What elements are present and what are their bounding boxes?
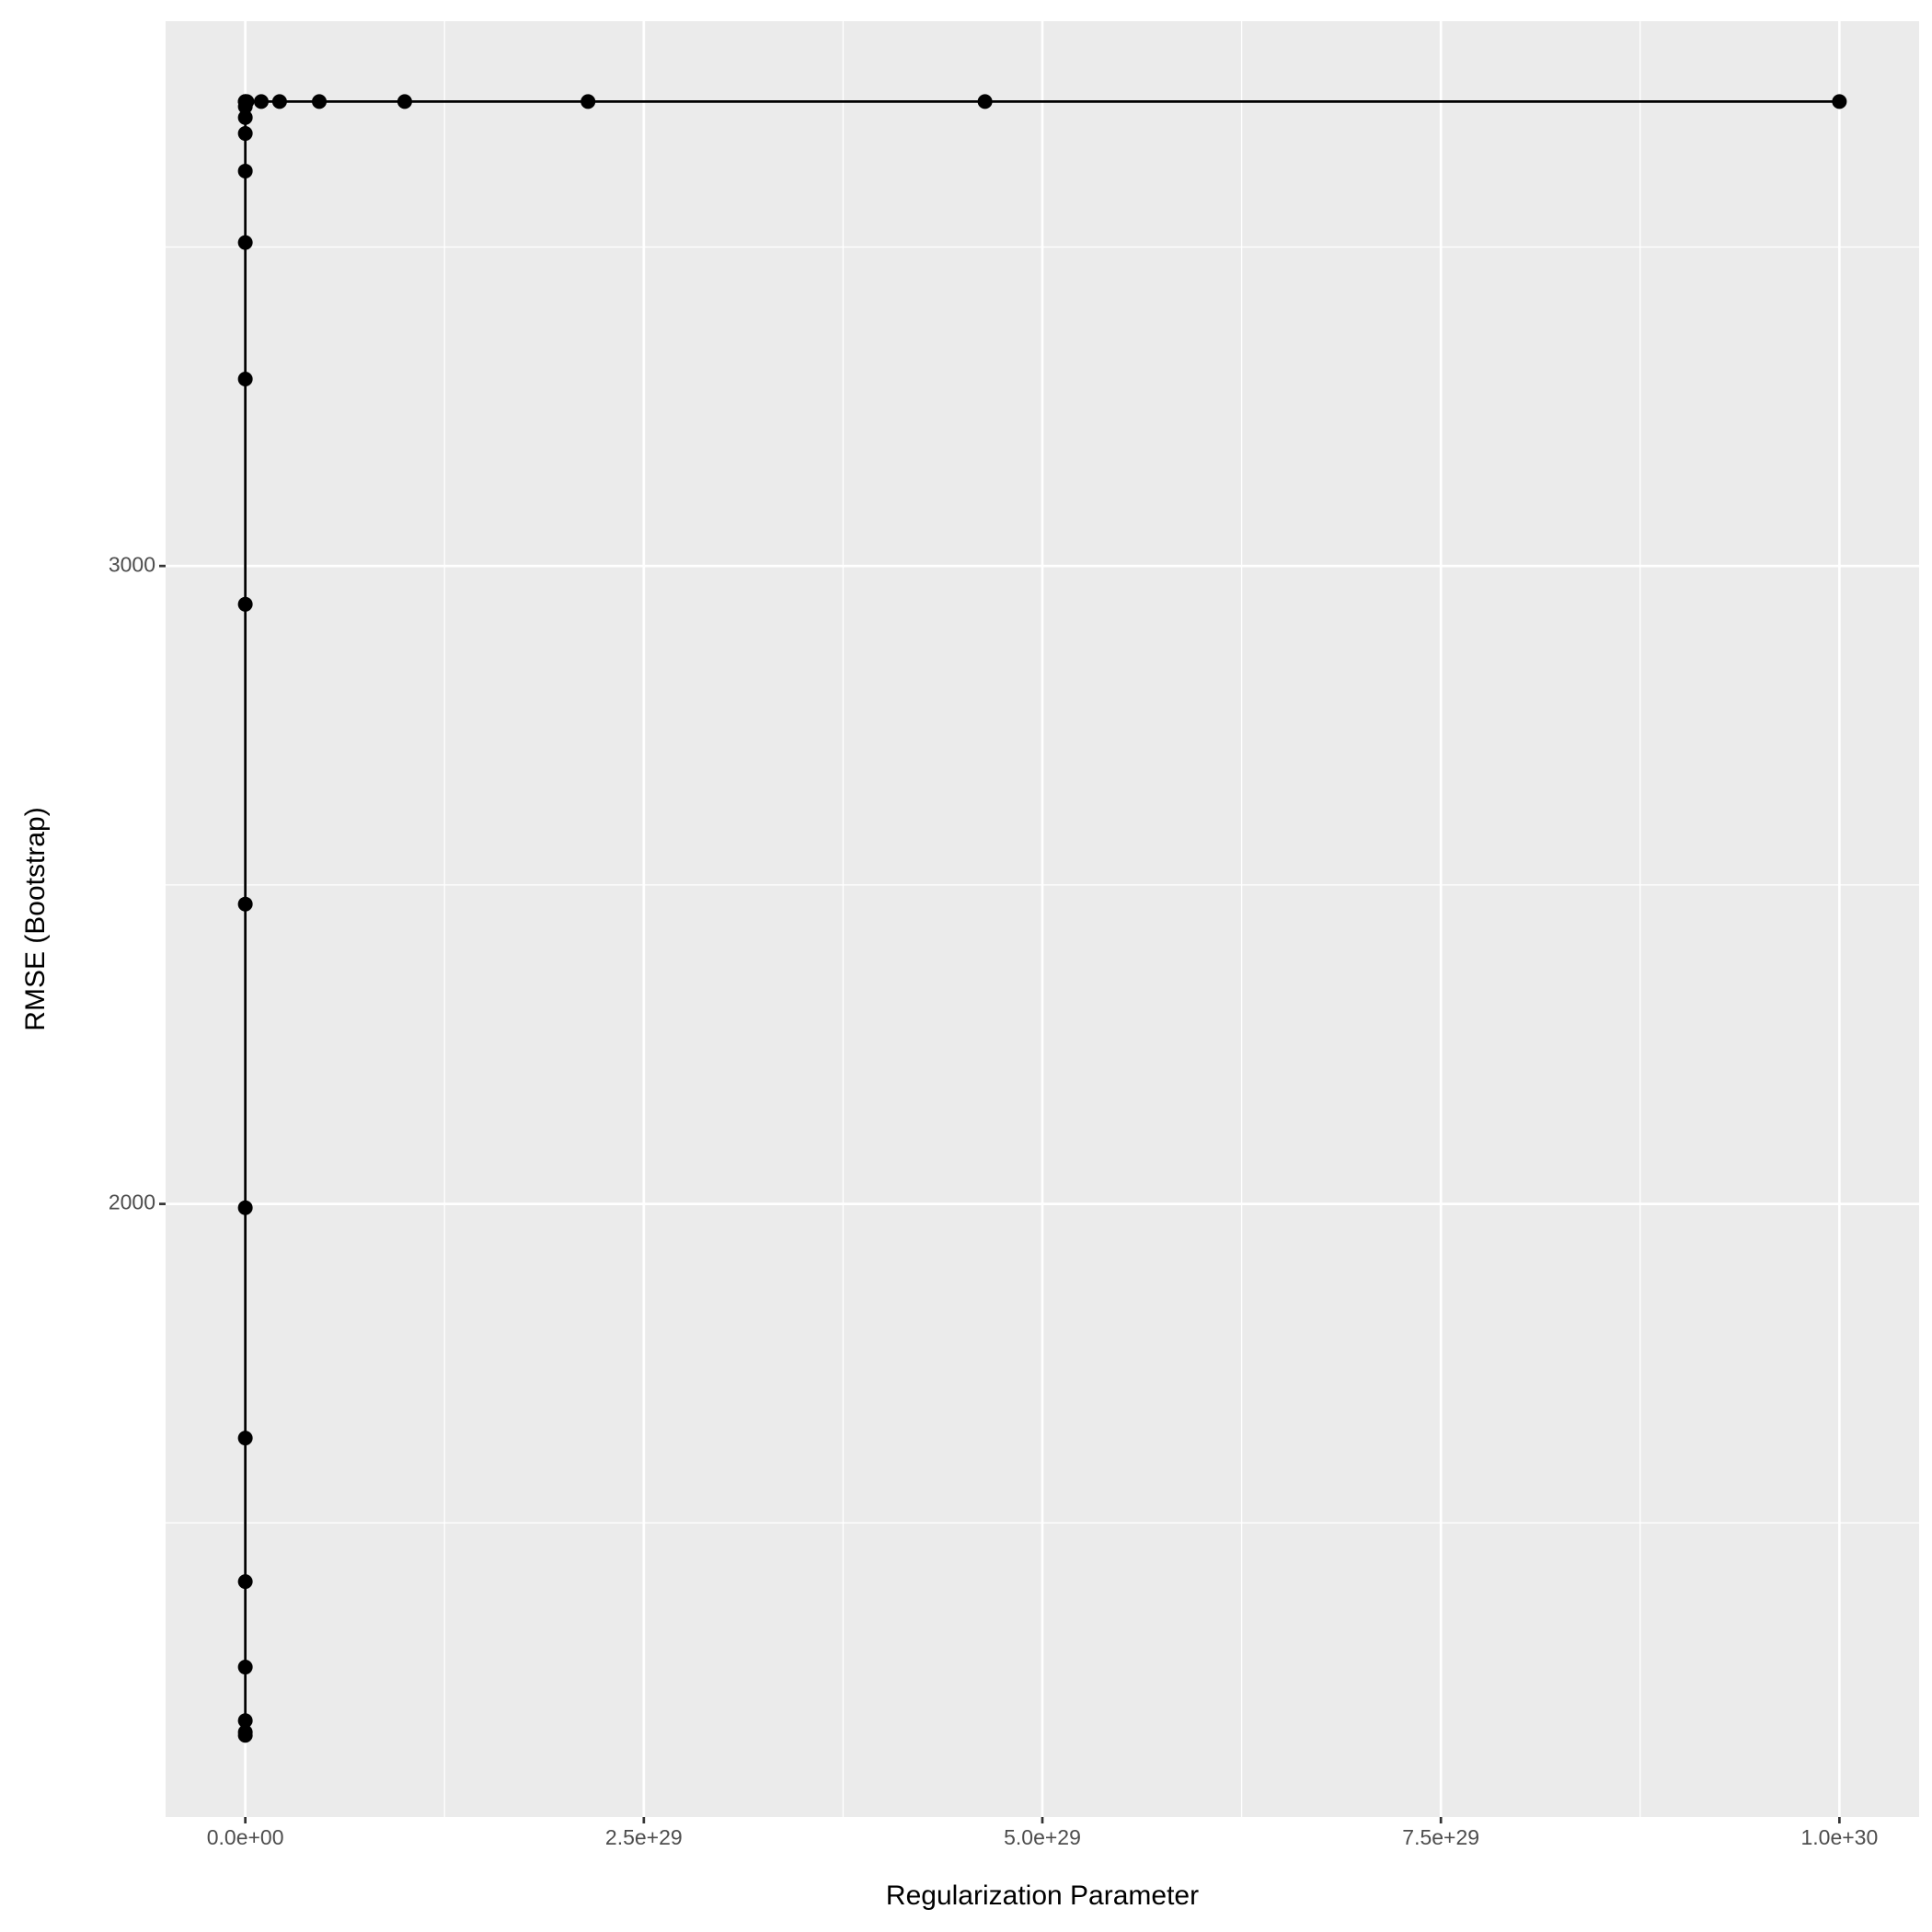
x-tick-label: 2.5e+29 bbox=[605, 1825, 683, 1849]
point bbox=[271, 94, 287, 109]
point bbox=[237, 163, 253, 178]
point bbox=[312, 94, 328, 109]
point bbox=[237, 109, 253, 125]
y-tick-label: 3000 bbox=[109, 552, 155, 576]
y-axis-title: RMSE (Bootstrap) bbox=[20, 807, 51, 1030]
point bbox=[237, 1724, 253, 1740]
x-tick-label: 7.5e+29 bbox=[1402, 1825, 1479, 1849]
x-axis-title: Regularization Parameter bbox=[886, 1880, 1199, 1911]
point bbox=[397, 94, 412, 109]
point bbox=[237, 896, 253, 912]
point bbox=[253, 94, 269, 109]
x-tick-label: 0.0e+00 bbox=[207, 1825, 284, 1849]
y-tick-label: 2000 bbox=[109, 1190, 155, 1214]
point bbox=[237, 372, 253, 387]
point bbox=[237, 1660, 253, 1675]
point bbox=[977, 94, 993, 109]
point bbox=[581, 94, 596, 109]
point bbox=[239, 94, 255, 109]
point bbox=[1832, 94, 1847, 109]
point bbox=[237, 1431, 253, 1446]
point bbox=[237, 1713, 253, 1729]
point bbox=[237, 1574, 253, 1590]
x-tick-label: 1.0e+30 bbox=[1800, 1825, 1878, 1849]
point bbox=[237, 596, 253, 612]
point bbox=[237, 126, 253, 142]
point bbox=[237, 235, 253, 250]
x-tick-label: 5.0e+29 bbox=[1004, 1825, 1081, 1849]
point bbox=[237, 1200, 253, 1215]
